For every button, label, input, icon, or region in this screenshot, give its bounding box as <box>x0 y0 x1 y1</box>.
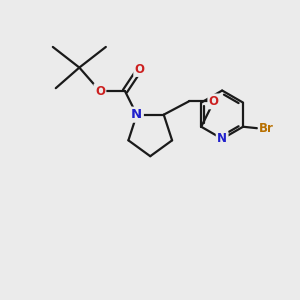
Text: O: O <box>95 85 105 98</box>
Text: N: N <box>131 108 142 121</box>
Text: Br: Br <box>259 122 274 135</box>
Text: N: N <box>217 132 227 145</box>
Text: O: O <box>135 62 145 76</box>
Text: O: O <box>209 95 219 108</box>
